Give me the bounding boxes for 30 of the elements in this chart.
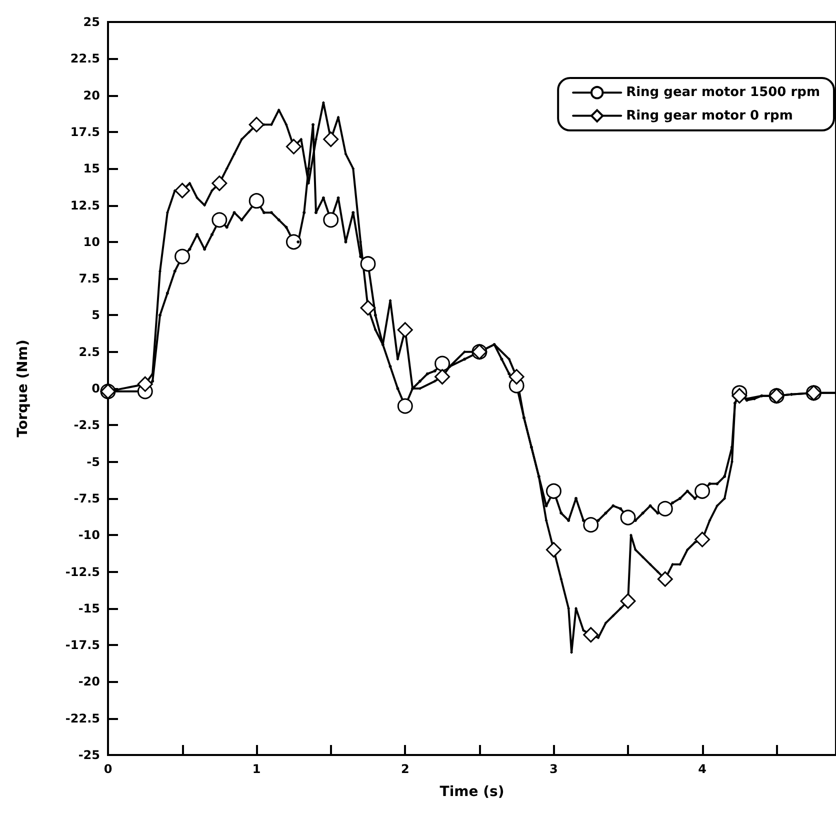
y-tick-label: -12.5 — [65, 564, 100, 579]
y-tick-label: 25 — [83, 15, 100, 29]
x-tick-label: 3 — [550, 762, 558, 776]
y-tick-label: -7.5 — [74, 491, 100, 506]
legend-label: Ring gear motor 1500 rpm — [626, 85, 820, 100]
y-tick-label: -5 — [86, 454, 100, 469]
y-tick-label: -10 — [78, 528, 100, 542]
y-tick-label: -2.5 — [74, 418, 100, 432]
y-tick-label: 2.5 — [78, 344, 100, 359]
y-tick-label: -15 — [78, 601, 100, 616]
y-tick-label: 5 — [92, 308, 100, 322]
y-tick-label: 10 — [83, 234, 100, 249]
x-tick-label: 0 — [104, 762, 112, 776]
y-tick-label: 20 — [83, 88, 100, 102]
y-tick-label: -25 — [78, 748, 100, 762]
y-tick-label: 12.5 — [70, 198, 100, 212]
y-tick-label: -17.5 — [65, 638, 100, 652]
y-tick-label: 22.5 — [70, 52, 100, 66]
y-tick-label: 17.5 — [70, 124, 100, 139]
y-axis-title: Torque (Nm) — [15, 340, 31, 438]
y-tick-label: 15 — [83, 162, 100, 176]
y-tick-label: -20 — [78, 674, 100, 689]
y-tick-label: -22.5 — [65, 711, 100, 726]
y-tick-label: 7.5 — [78, 272, 100, 286]
x-axis-title: Time (s) — [440, 784, 504, 800]
y-tick-label: 0 — [92, 382, 100, 396]
x-tick-label: 1 — [252, 762, 261, 776]
x-tick-label: 4 — [698, 762, 706, 776]
x-tick-label: 2 — [400, 762, 410, 776]
legend-label: Ring gear motor 0 rpm — [626, 108, 793, 124]
